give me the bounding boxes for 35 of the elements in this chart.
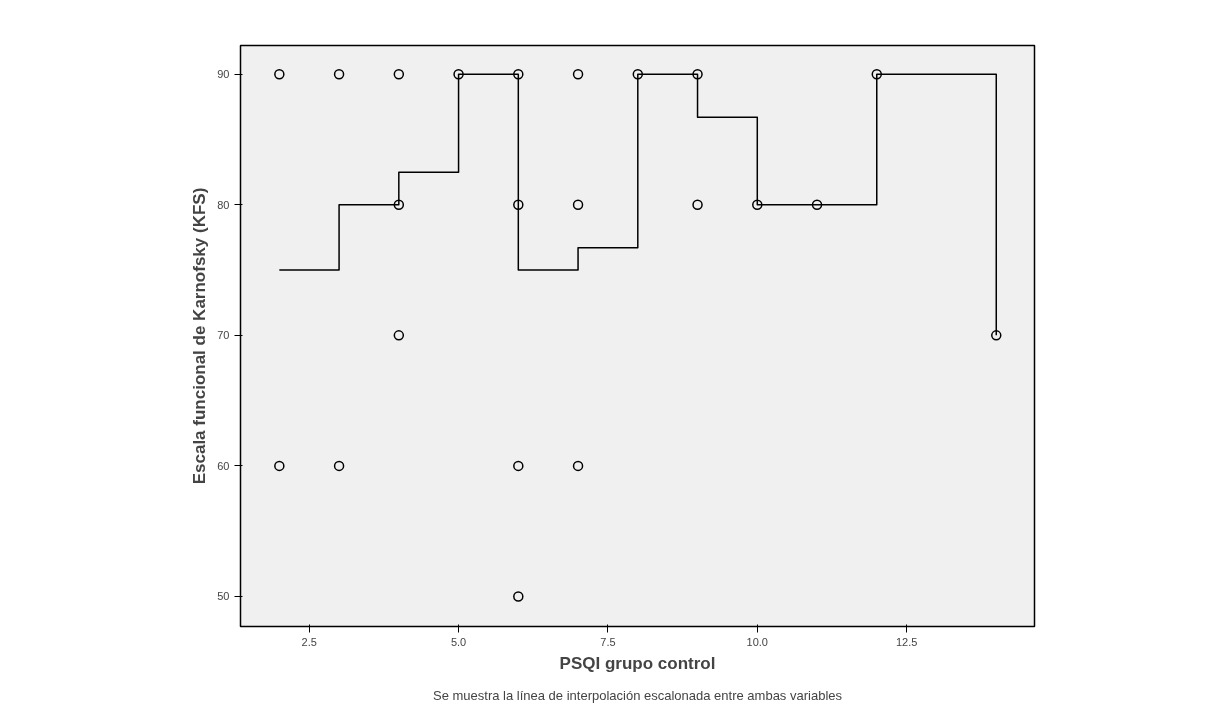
point (572, 199, 584, 211)
x-tick-label: 12.5 (895, 635, 918, 648)
point (393, 330, 405, 341)
point (572, 68, 584, 80)
y-tick-label: 70 (217, 329, 230, 342)
x-tick-label: 5.0 (450, 635, 467, 648)
point (991, 330, 1002, 341)
y-tick-label: 90 (217, 68, 230, 81)
point (811, 199, 823, 211)
point (333, 460, 345, 472)
y-tick-label: 50 (217, 590, 230, 603)
point (513, 591, 524, 602)
point (393, 199, 405, 211)
point (692, 199, 703, 211)
y-axis-title: Escala funcional de Karnofsky (KFS) (190, 187, 210, 485)
point (572, 460, 584, 472)
y-tick-label: 60 (217, 459, 230, 472)
point (692, 68, 703, 80)
point (453, 68, 464, 80)
point (871, 68, 883, 80)
x-tick-label: 2.5 (301, 635, 317, 648)
point (274, 68, 285, 80)
x-tick-label: 7.5 (600, 635, 616, 648)
point (274, 460, 285, 472)
point (752, 199, 763, 211)
point (393, 68, 405, 80)
point (513, 68, 524, 80)
text: Se muestra la línea de interpolación escalonada entre ambas variables (432, 687, 843, 703)
x-axis-title: PSQI grupo control (559, 653, 716, 673)
y-tick-label: 80 (217, 198, 230, 211)
point (333, 68, 345, 80)
point (513, 199, 524, 211)
point (513, 460, 524, 472)
point (632, 68, 644, 80)
x-tick-label: 10.0 (746, 635, 768, 648)
